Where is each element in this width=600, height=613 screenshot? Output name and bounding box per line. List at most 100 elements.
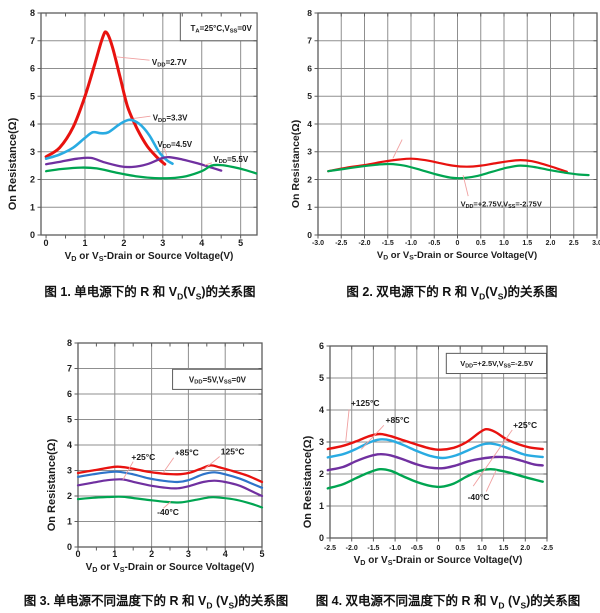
y-tick-label: 6 (307, 63, 312, 73)
leader-line (204, 162, 212, 166)
x-tick-label: 0.5 (455, 545, 465, 552)
x-tick-label: 2.5 (569, 240, 579, 247)
x-tick-label: 0 (456, 240, 460, 247)
series-curve (44, 118, 174, 165)
leader-line (345, 409, 350, 443)
annotation-box (172, 368, 263, 390)
y-tick-label: 7 (67, 364, 72, 374)
x-tick-label: -1.5 (382, 240, 394, 247)
series-curve (76, 495, 264, 509)
figure-4-chart: -2.5 -2.0 -1.5 -1.0 -0.5 0 0.5 1.0 1.5 2.0 -2.5 0 1 2… (300, 313, 600, 585)
leader-line (162, 457, 175, 474)
x-tick-label: 5 (259, 549, 264, 559)
y-tick-label: 8 (307, 8, 312, 18)
y-tick-label: 2 (67, 491, 72, 501)
annotation-text: VDD=+2.5V,VSS=-2.5V (460, 359, 533, 369)
leader-line (472, 429, 513, 487)
leader-line (203, 456, 220, 470)
curve-label: +85°C (175, 448, 199, 458)
leader-line (485, 469, 497, 492)
curve-label: +125°C (351, 398, 380, 408)
annotation-text: VDD=5V,VSS=0V (189, 375, 247, 385)
x-tick-label: 0 (75, 549, 80, 559)
x-tick-label: 2.0 (546, 240, 556, 247)
x-tick-label: -2.0 (358, 240, 370, 247)
figure-1-chart: 0 1 2 3 4 5 0 1 2 3 4 5 6 7 8 VD or VS-Drain or Source … (0, 0, 300, 275)
x-tick-label: 0.5 (476, 240, 486, 247)
annotation-text: TA=25°C,VSS=0V (191, 24, 253, 34)
leader-line (360, 425, 385, 450)
y-tick-label: 5 (307, 91, 312, 101)
x-tick-label: 4 (199, 238, 204, 248)
figure-2-chart: -3.0 -2.5 -2.0 -1.5 -1.0 -0.5 0 0.5 1.0 1.5 2.0 2.5… (290, 0, 600, 275)
x-tick-label: 0 (437, 545, 441, 552)
figure-3-caption: 图 3. 单电源不同温度下的 R 和 VD (VS)的关系图 (23, 594, 289, 611)
x-tick-label: 3 (186, 549, 191, 559)
y-tick-label: 2 (30, 175, 35, 185)
y-tick-label: 4 (307, 119, 312, 129)
x-axis-title: VD or VS-Drain or Source Voltage(V) (65, 251, 234, 263)
curve-label: 125°C (221, 447, 245, 457)
x-tick-label: 3.0 (592, 240, 600, 247)
annotation-text: VDD=+2.75V,VSS=-2.75V (461, 200, 542, 210)
x-tick-label: -2.5 (541, 545, 553, 552)
x-tick-label: 5 (238, 238, 243, 248)
y-tick-label: 0 (30, 230, 35, 240)
y-axis-title: On Resistance(Ω) (290, 120, 302, 208)
x-tick-label: 2 (121, 238, 126, 248)
curve-label: -40°C (157, 507, 179, 517)
series-curve (327, 157, 568, 173)
x-tick-label: 3 (160, 238, 165, 248)
figure-3-chart-canvas: 0 1 2 3 4 5 0 1 2 3 4 5 6 7 8 VD or VS-Drain or Source … (46, 338, 265, 574)
y-tick-label: 2 (307, 174, 312, 184)
x-tick-label: 1 (112, 549, 117, 559)
leader-line (133, 115, 151, 119)
leader-line (116, 56, 150, 61)
x-tick-label: 0 (44, 238, 49, 248)
y-tick-label: 1 (67, 517, 72, 527)
x-tick-label: -0.5 (411, 545, 423, 552)
curve-label: VDD=2.7V (152, 58, 187, 68)
y-axis-title: On Resistance(Ω) (7, 117, 19, 210)
series-curve (76, 478, 264, 498)
y-tick-label: 1 (30, 202, 35, 212)
y-tick-label: 2 (319, 469, 324, 479)
y-tick-label: 0 (307, 230, 312, 240)
y-tick-label: 3 (30, 147, 35, 157)
x-tick-label: -1.0 (389, 545, 401, 552)
figure-3-chart: 0 1 2 3 4 5 0 1 2 3 4 5 6 7 8 VD or VS-Drain or Source … (0, 313, 300, 585)
x-tick-label: -1.0 (405, 240, 417, 247)
leader-line (392, 139, 403, 159)
x-axis-title: VD or VS-Drain or Source Voltage(V) (377, 250, 537, 262)
series-curve (76, 464, 264, 484)
figure-2-chart-canvas: -3.0 -2.5 -2.0 -1.5 -1.0 -0.5 0 0.5 1.0 1.5 2.0 2.5… (290, 8, 600, 262)
y-tick-label: 1 (307, 202, 312, 212)
curve-label: +25°C (131, 452, 155, 462)
y-axis-title: On Resistance(Ω) (302, 435, 314, 528)
series-curve (326, 438, 544, 460)
leader-line (163, 501, 172, 509)
x-tick-label: -1.5 (367, 545, 379, 552)
y-tick-label: 8 (67, 338, 72, 348)
y-tick-label: 4 (67, 440, 72, 450)
y-tick-label: 5 (319, 373, 324, 383)
x-tick-label: 1.5 (499, 545, 509, 552)
y-tick-label: 0 (319, 533, 324, 543)
x-axis-title: VD or VS-Drain or Source Voltage(V) (86, 562, 255, 574)
series-curve (326, 452, 544, 472)
y-tick-label: 6 (30, 64, 35, 74)
leader-line (462, 174, 469, 197)
series-curve (326, 467, 544, 490)
annotation-box (445, 352, 548, 375)
y-tick-label: 4 (30, 119, 35, 129)
annotation-box (179, 12, 258, 42)
figure-1-caption: 图 1. 单电源下的 R 和 VD(VS)的关系图 (44, 285, 256, 302)
x-tick-label: -0.5 (428, 240, 440, 247)
y-tick-label: 7 (307, 36, 312, 46)
curve-label: VDD=4.5V (157, 140, 192, 150)
y-axis-title: On Resistance(Ω) (46, 438, 58, 531)
y-tick-label: 5 (30, 91, 35, 101)
y-tick-label: 7 (30, 36, 35, 46)
y-tick-label: 5 (67, 415, 72, 425)
y-tick-label: 4 (319, 405, 324, 415)
